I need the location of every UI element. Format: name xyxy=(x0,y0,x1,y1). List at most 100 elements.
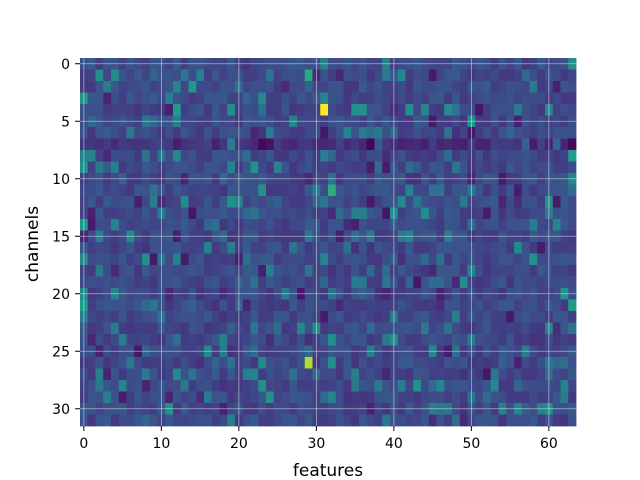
heatmap-cell xyxy=(103,150,112,162)
heatmap-cell xyxy=(118,184,127,197)
heatmap-cell xyxy=(397,184,406,197)
heatmap-cell xyxy=(173,81,182,93)
heatmap-cell xyxy=(142,276,151,289)
heatmap-cell xyxy=(498,219,507,231)
heatmap-cell xyxy=(219,311,228,323)
heatmap-cell xyxy=(227,150,236,162)
heatmap-cell xyxy=(374,104,383,116)
heatmap-cell xyxy=(320,184,329,197)
heatmap-cell xyxy=(459,127,468,139)
heatmap-cell xyxy=(483,299,492,312)
heatmap-cell xyxy=(413,92,422,105)
heatmap-cell xyxy=(459,334,468,346)
heatmap-cell xyxy=(475,196,484,208)
heatmap-cell xyxy=(506,357,515,369)
heatmap-cell xyxy=(165,299,174,312)
heatmap-cell xyxy=(142,357,151,369)
heatmap-cell xyxy=(165,276,174,289)
heatmap-cell xyxy=(421,69,430,82)
heatmap-cell xyxy=(366,334,375,346)
heatmap-cell xyxy=(529,299,538,312)
heatmap-cell xyxy=(490,299,499,312)
heatmap-cell xyxy=(118,81,127,93)
heatmap-cell xyxy=(382,207,391,220)
heatmap-cell xyxy=(405,368,414,381)
heatmap-cell xyxy=(568,265,577,277)
y-tick-label: 15 xyxy=(52,229,70,245)
heatmap-cell xyxy=(335,380,344,392)
heatmap-cell xyxy=(552,184,561,197)
heatmap-cell xyxy=(219,242,228,254)
heatmap-cell xyxy=(382,81,391,93)
heatmap-cell xyxy=(180,196,189,208)
heatmap-cell xyxy=(475,219,484,231)
heatmap-cell xyxy=(103,207,112,220)
heatmap-cell xyxy=(374,253,383,266)
heatmap-cell xyxy=(351,299,360,312)
heatmap-cell xyxy=(134,81,143,93)
heatmap-cell xyxy=(359,391,368,404)
heatmap-cell xyxy=(436,391,445,404)
heatmap-cell xyxy=(118,311,127,323)
heatmap-cell xyxy=(87,104,96,116)
heatmap-cell xyxy=(289,104,298,116)
heatmap-cell xyxy=(111,184,120,197)
heatmap-cell xyxy=(250,161,259,174)
heatmap-cell xyxy=(204,253,213,266)
heatmap-cell xyxy=(211,69,220,82)
heatmap-cell xyxy=(475,184,484,197)
heatmap-cell xyxy=(281,414,290,427)
heatmap-cell xyxy=(204,357,213,369)
heatmap-cell xyxy=(149,92,158,105)
heatmap-cell xyxy=(173,127,182,139)
heatmap-cell xyxy=(227,104,236,116)
heatmap-cell xyxy=(126,334,135,346)
heatmap-cell xyxy=(537,368,546,381)
heatmap-cell xyxy=(142,368,151,381)
heatmap-cell xyxy=(242,242,251,254)
heatmap-cell xyxy=(382,92,391,105)
heatmap-cell xyxy=(281,357,290,369)
heatmap-cell xyxy=(506,380,515,392)
heatmap-cell xyxy=(514,357,523,369)
heatmap-cell xyxy=(382,127,391,139)
heatmap-cell xyxy=(219,391,228,404)
heatmap-cell xyxy=(382,391,391,404)
heatmap-cell xyxy=(475,81,484,93)
heatmap-cell xyxy=(359,184,368,197)
heatmap-cell xyxy=(111,299,120,312)
heatmap-cell xyxy=(111,276,120,289)
heatmap-cell xyxy=(537,92,546,105)
heatmap-cell xyxy=(273,207,282,220)
heatmap-cell xyxy=(87,138,96,151)
heatmap-cell xyxy=(529,69,538,82)
heatmap-cell xyxy=(266,368,275,381)
heatmap-cell xyxy=(134,357,143,369)
heatmap-cell xyxy=(250,357,259,369)
heatmap-cell xyxy=(297,391,306,404)
heatmap-cell xyxy=(242,81,251,93)
heatmap-cell xyxy=(95,81,104,93)
heatmap-cell xyxy=(258,207,267,220)
heatmap-cell xyxy=(413,196,422,208)
heatmap-cell xyxy=(320,322,329,335)
heatmap-cell xyxy=(552,414,561,427)
heatmap-cell xyxy=(180,127,189,139)
heatmap-cell xyxy=(568,276,577,289)
heatmap-cell xyxy=(413,414,422,427)
heatmap-cell xyxy=(266,380,275,392)
heatmap-cell xyxy=(397,380,406,392)
heatmap-cell xyxy=(374,69,383,82)
heatmap-cell xyxy=(211,322,220,335)
heatmap-cell xyxy=(397,196,406,208)
heatmap-cell xyxy=(95,380,104,392)
heatmap-cell xyxy=(359,357,368,369)
heatmap-cell xyxy=(87,276,96,289)
heatmap-cell xyxy=(273,368,282,381)
heatmap-cell xyxy=(266,299,275,312)
heatmap-cell xyxy=(328,196,337,208)
heatmap-cell xyxy=(266,414,275,427)
heatmap-cell xyxy=(529,334,538,346)
heatmap-cell xyxy=(149,196,158,208)
heatmap-cell xyxy=(297,207,306,220)
